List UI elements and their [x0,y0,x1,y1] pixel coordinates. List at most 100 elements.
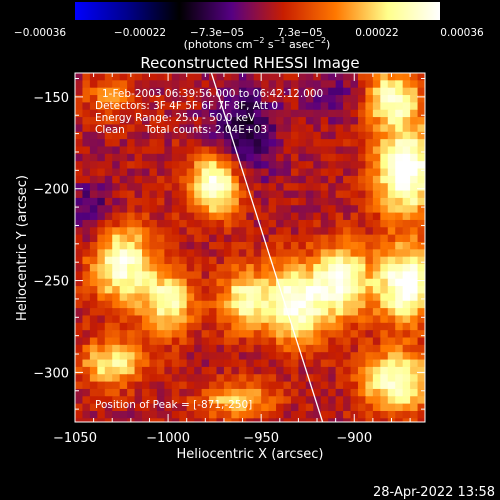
heatmap-cell [387,219,396,228]
heatmap-cell [97,95,106,103]
heatmap-cell [298,109,307,118]
heatmap-cell [276,410,285,419]
heatmap-cell [231,139,240,148]
heatmap-cell [89,337,98,346]
heatmap-cell [357,80,367,89]
heatmap-cell [104,109,113,118]
heatmap-cell [305,396,314,405]
heatmap-cell [179,197,188,206]
heatmap-cell [164,241,173,250]
heatmap-cell [82,87,91,96]
heatmap-cell [97,418,106,422]
heatmap-cell [261,278,270,287]
heatmap-cell [238,95,247,103]
heatmap-cell [357,234,367,243]
heatmap-cell [194,264,203,272]
heatmap-cell [380,256,389,265]
heatmap-cell [104,396,113,405]
heatmap-cell [395,95,404,103]
heatmap-cell [268,330,277,339]
heatmap-cell [283,146,292,155]
heatmap-cell [417,205,425,214]
heatmap-cell [387,271,396,280]
heatmap-cell [238,293,247,302]
heatmap-cell [201,80,210,89]
heatmap-cell [156,190,165,199]
heatmap-cell [261,330,270,339]
heatmap-cell [223,300,232,309]
heatmap-cell [253,219,262,228]
heatmap-cell [97,337,106,346]
heatmap-cell [179,249,188,258]
heatmap-cell [320,293,329,302]
heatmap-cell [149,87,158,96]
heatmap-cell [112,396,121,405]
heatmap-cell [365,80,374,89]
heatmap-cell [134,256,143,265]
heatmap-cell [216,410,225,419]
heatmap-cell [313,234,322,243]
heatmap-cell [171,212,180,221]
x-tick-label: −950 [243,431,279,446]
heatmap-cell [82,249,91,258]
heatmap-cell [223,131,232,140]
heatmap-cell [127,374,136,383]
heatmap-cell [357,175,367,184]
heatmap-cell [335,271,344,280]
heatmap-cell [112,249,121,258]
heatmap-cell [372,219,381,228]
heatmap-cell [417,109,425,118]
heatmap-cell [283,205,292,214]
heatmap-cell [253,286,262,295]
heatmap-cell [328,359,337,368]
heatmap-cell [313,219,322,228]
heatmap-cell [171,315,180,324]
heatmap-cell [134,271,143,280]
heatmap-cell [156,205,165,214]
heatmap-cell [298,300,307,309]
heatmap-cell [372,366,381,375]
heatmap-cell [283,352,292,361]
heatmap-cell [238,175,247,184]
heatmap-cell [305,337,314,346]
heatmap-cell [380,139,389,148]
heatmap-cell [89,212,98,221]
heatmap-cell [171,271,180,280]
heatmap-cell [209,212,218,221]
heatmap-cell [328,337,337,346]
heatmap-cell [402,418,411,422]
heatmap-cell [238,219,247,228]
heatmap-cell [417,403,425,412]
heatmap-cell [253,241,262,250]
heatmap-cell [402,388,411,397]
heatmap-cell [104,227,113,236]
heatmap-cell [380,366,389,375]
heatmap-cell [89,205,98,214]
heatmap-cell [343,139,352,148]
heatmap-cell [372,95,381,103]
heatmap-cell [216,403,225,412]
heatmap-cell [343,396,352,405]
heatmap-cell [179,315,188,324]
heatmap-cell [171,102,180,111]
heatmap-cell [201,124,210,133]
heatmap-cell [186,249,195,258]
heatmap-cell [268,219,277,228]
heatmap-cell [119,241,128,250]
heatmap-cell [365,124,374,133]
heatmap-cell [209,396,218,405]
heatmap-cell [290,227,300,236]
heatmap-cell [82,403,91,412]
heatmap-cell [156,396,165,405]
heatmap-cell [290,410,300,419]
heatmap-cell [305,286,314,295]
heatmap-cell [357,410,367,419]
heatmap-cell [268,374,277,383]
heatmap-cell [142,352,151,361]
heatmap-cell [387,183,396,192]
heatmap-cell [216,87,225,96]
heatmap-cell [75,381,84,390]
heatmap-cell [410,271,419,280]
heatmap-cell [171,109,180,118]
heatmap-cell [89,293,98,302]
